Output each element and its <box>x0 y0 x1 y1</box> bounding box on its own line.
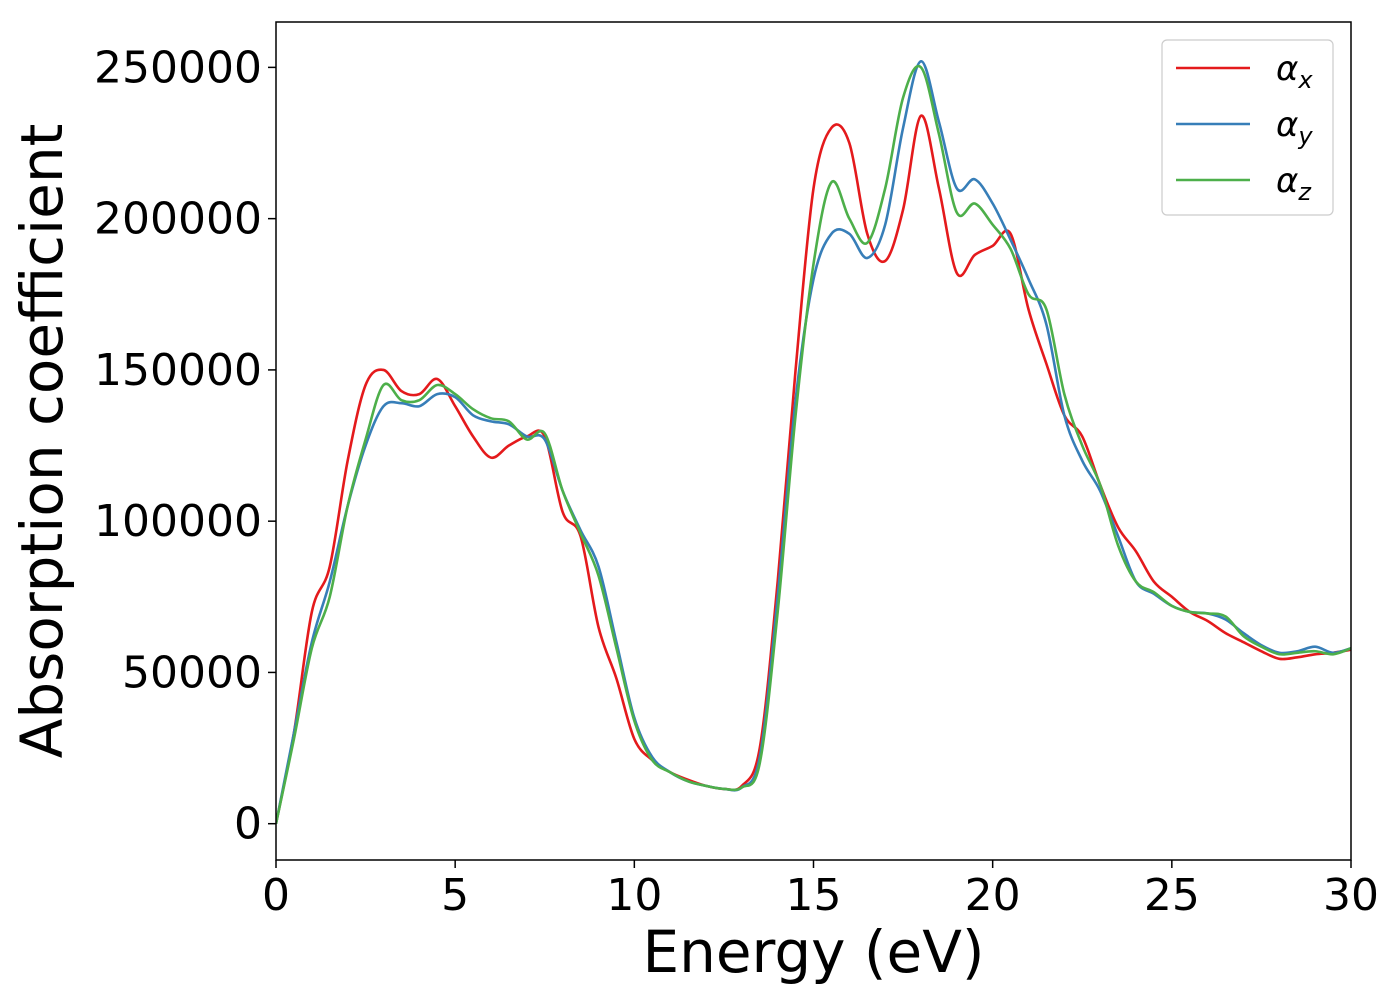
y-axis-label: Absorption coefficient <box>8 124 76 759</box>
y-tick-label: 100000 <box>94 496 262 547</box>
x-tick-label: 0 <box>262 870 290 921</box>
y-tick-label: 0 <box>234 799 262 850</box>
y-tick-label: 250000 <box>94 42 262 93</box>
series-line-alpha-z <box>276 64 1351 824</box>
y-tick-label: 150000 <box>94 345 262 396</box>
x-tick-label: 15 <box>786 870 842 921</box>
x-axis-label: Energy (eV) <box>642 918 984 986</box>
legend-label-alpha-x: αx <box>1276 49 1313 94</box>
y-tick-label: 50000 <box>122 647 262 698</box>
x-tick-label: 5 <box>441 870 469 921</box>
x-axis-ticks: 0 5 10 15 20 25 30 <box>262 860 1379 921</box>
legend-label-alpha-z: αz <box>1276 161 1312 206</box>
x-tick-label: 20 <box>965 870 1021 921</box>
legend: αx αy αz <box>1161 39 1334 216</box>
legend-label-alpha-y: αy <box>1276 105 1313 150</box>
x-tick-label: 25 <box>1144 870 1200 921</box>
y-tick-label: 200000 <box>94 194 262 245</box>
y-axis-ticks: 0 50000 100000 150000 200000 250000 <box>94 42 276 850</box>
plot-lines <box>276 60 1351 824</box>
x-tick-label: 30 <box>1323 870 1379 921</box>
legend-box <box>1161 39 1334 216</box>
series-line-alpha-x <box>276 114 1351 824</box>
x-tick-label: 10 <box>606 870 662 921</box>
